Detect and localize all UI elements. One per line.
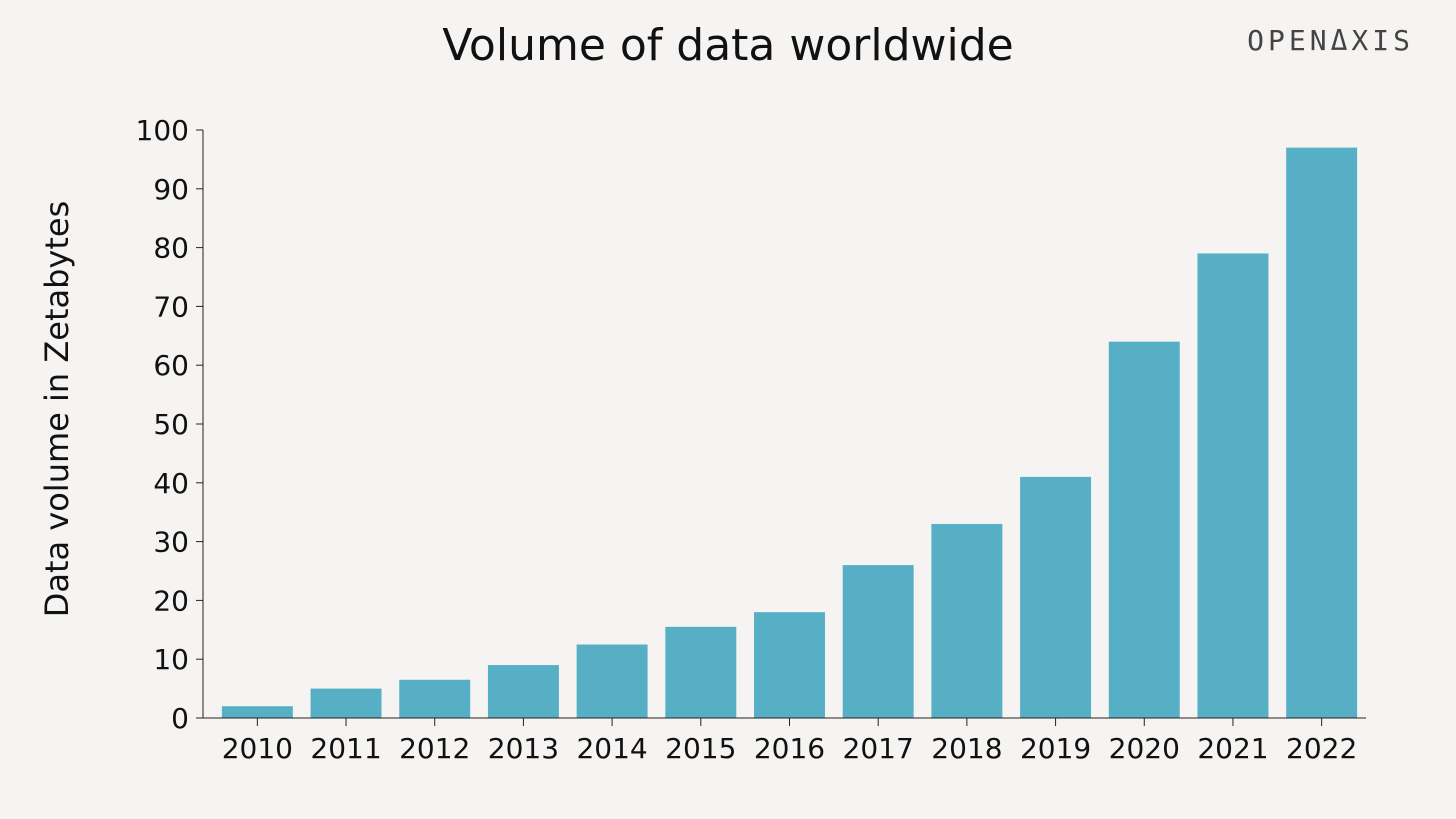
bar-2020 <box>1108 341 1180 718</box>
x-tick-label-2018: 2018 <box>931 732 1002 765</box>
x-tick-label-2020: 2020 <box>1109 732 1180 765</box>
y-tick-label-20: 20 <box>153 584 189 617</box>
x-tick-label-2012: 2012 <box>399 732 470 765</box>
x-tick-label-2019: 2019 <box>1020 732 1091 765</box>
y-axis-ticks: 0 10 20 30 40 50 60 70 80 90 100 <box>136 114 203 735</box>
y-tick-label-40: 40 <box>153 467 189 500</box>
x-tick-label-2022: 2022 <box>1286 732 1357 765</box>
chart-title: Volume of data worldwide <box>442 20 1014 71</box>
bar-2022 <box>1286 147 1358 718</box>
bar-2018 <box>931 523 1003 718</box>
bar-2019 <box>1020 476 1092 718</box>
x-tick-label-2014: 2014 <box>576 732 647 765</box>
bar-2010 <box>221 706 293 718</box>
y-tick-label-50: 50 <box>153 408 189 441</box>
bar-2012 <box>399 679 471 718</box>
x-tick-label-2010: 2010 <box>222 732 293 765</box>
y-tick-label-90: 90 <box>153 173 189 206</box>
x-tick-label-2021: 2021 <box>1197 732 1268 765</box>
y-tick-label-0: 0 <box>171 702 189 735</box>
bar-2017 <box>842 565 914 718</box>
x-tick-label-2017: 2017 <box>843 732 914 765</box>
brand-logo: OPENΔXIS <box>1247 24 1414 57</box>
bar-2015 <box>665 626 737 718</box>
x-tick-label-2016: 2016 <box>754 732 825 765</box>
bar-2011 <box>310 688 382 718</box>
bars <box>221 147 1358 719</box>
y-tick-label-70: 70 <box>153 290 189 323</box>
y-axis-title: Data volume in Zetabytes <box>38 201 76 618</box>
bar-2021 <box>1197 253 1269 719</box>
y-tick-label-10: 10 <box>153 643 189 676</box>
x-tick-label-2011: 2011 <box>310 732 381 765</box>
x-axis-ticks: 2010 2011 2012 2013 2014 2015 2016 2017 2018 2019… <box>222 718 1357 765</box>
bar-2016 <box>754 612 825 718</box>
y-tick-label-80: 80 <box>153 232 189 265</box>
y-tick-label-60: 60 <box>153 349 189 382</box>
y-tick-label-30: 30 <box>153 526 189 559</box>
y-tick-label-100: 100 <box>136 114 189 147</box>
y-axis-title-group: Data volume in Zetabytes <box>38 201 76 618</box>
x-tick-label-2015: 2015 <box>665 732 736 765</box>
bar-2013 <box>487 665 559 718</box>
x-tick-label-2013: 2013 <box>488 732 559 765</box>
bar-2014 <box>576 644 648 718</box>
